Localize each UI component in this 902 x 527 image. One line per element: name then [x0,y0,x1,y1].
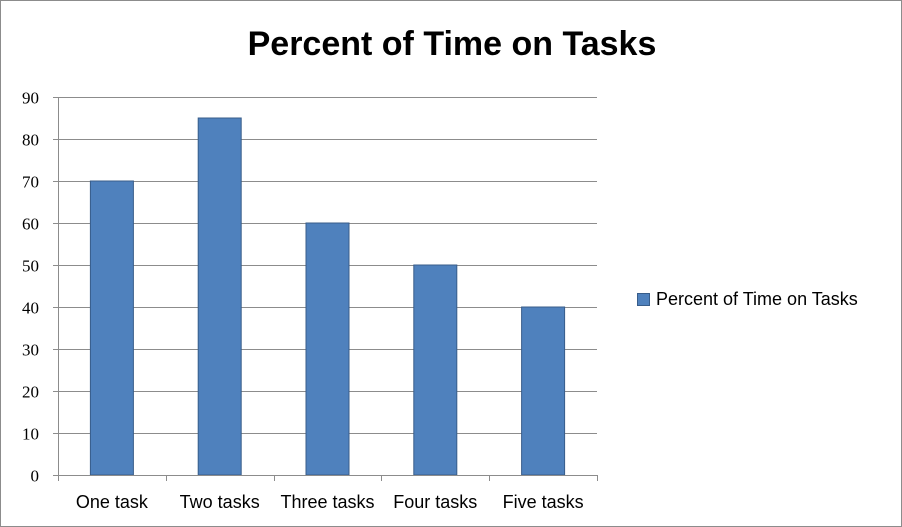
bar [521,306,566,476]
legend-swatch [637,293,650,306]
y-tick-label: 10 [22,425,39,444]
bar [305,222,350,476]
y-tick-label: 40 [22,299,39,318]
bar [89,180,134,476]
y-tick-label: 70 [22,173,39,192]
legend: Percent of Time on Tasks [637,289,858,310]
x-category-label: One task [76,492,149,512]
chart-title: Percent of Time on Tasks [247,25,657,63]
y-tick-label: 80 [22,131,39,150]
bar [413,264,458,476]
y-tick-label: 0 [31,467,40,486]
y-tick-label: 90 [22,89,39,108]
y-tick-labels: 0 10 20 30 40 50 60 70 80 90 [22,89,39,486]
bar [197,117,242,476]
y-tick-label: 20 [22,383,39,402]
x-category-labels: One task Two tasks Three tasks Four tasks Fi… [76,492,584,512]
x-category-label: Five tasks [503,492,584,512]
y-tick-label: 30 [22,341,39,360]
x-category-label: Two tasks [180,492,260,512]
y-tick-label: 60 [22,215,39,234]
axes [53,97,598,481]
x-category-label: Three tasks [280,492,374,512]
y-tick-label: 50 [22,257,39,276]
legend-label: Percent of Time on Tasks [656,289,858,309]
bars [89,117,566,476]
x-category-label: Four tasks [393,492,477,512]
